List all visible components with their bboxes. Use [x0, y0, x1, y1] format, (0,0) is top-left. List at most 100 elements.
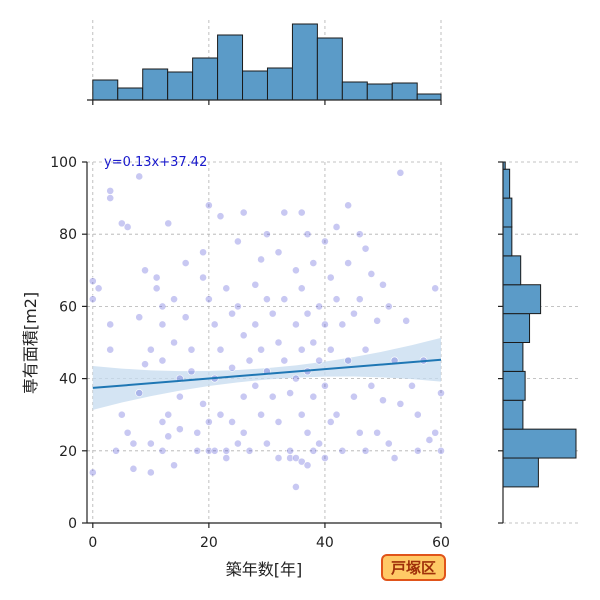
scatter-point: [350, 392, 358, 401]
scatter-point: [204, 418, 213, 426]
scatter-point: [263, 439, 271, 448]
x-hist-bar: [117, 87, 144, 101]
scatter-point: [152, 284, 161, 293]
scatter-point: [303, 230, 312, 239]
scatter-point: [315, 302, 324, 311]
scatter-point: [257, 255, 265, 264]
scatter-point: [332, 223, 341, 231]
scatter-point: [123, 223, 132, 231]
x-hist-bar: [341, 81, 368, 101]
scatter-point: [158, 320, 167, 329]
scatter-point: [367, 381, 376, 390]
scatter-point: [408, 381, 416, 390]
y-tick-label: 60: [59, 299, 77, 315]
scatter-point: [106, 186, 115, 195]
scatter-point: [402, 316, 411, 325]
y-tick-label: 80: [59, 227, 77, 243]
scatter-point: [326, 418, 335, 426]
scatter-point: [361, 244, 370, 253]
x-tick-label: 0: [88, 535, 97, 551]
scatter-point: [309, 392, 318, 401]
scatter-point: [431, 428, 440, 437]
scatter-point: [373, 428, 382, 437]
scatter-point: [326, 345, 335, 354]
scatter-point: [187, 345, 196, 354]
scatter-point: [158, 302, 167, 311]
scatter-point: [152, 273, 161, 282]
scatter-point: [396, 399, 405, 408]
scatter-point: [413, 410, 422, 419]
scatter-point: [158, 418, 167, 426]
scatter-point: [309, 446, 318, 455]
y-tick-label: 40: [59, 372, 77, 388]
x-hist-bar: [416, 93, 442, 101]
scatter-point: [228, 363, 236, 372]
x-tick-label: 20: [200, 535, 218, 551]
y-hist-bar: [502, 313, 531, 343]
scatter-point: [263, 295, 271, 304]
scatter-point: [379, 280, 387, 289]
scatter-point: [303, 428, 312, 437]
y-tick-label: 100: [50, 155, 77, 171]
scatter-point: [204, 295, 213, 304]
scatter-point: [355, 230, 364, 239]
scatter-point: [251, 320, 260, 329]
scatter-point: [106, 320, 115, 329]
scatter-point: [228, 309, 236, 318]
y-axis-label: 専有面積[m2]: [21, 292, 40, 394]
scatter-point: [297, 345, 306, 354]
scatter-point: [193, 428, 202, 437]
y-hist-bar: [502, 168, 511, 199]
scatter-point: [350, 309, 358, 318]
scatter-point: [228, 418, 236, 426]
y-hist-bar: [502, 197, 513, 228]
scatter-point: [338, 446, 347, 455]
scatter-point: [257, 345, 265, 354]
scatter-point: [216, 345, 225, 354]
scatter-point: [361, 446, 370, 455]
scatter-point: [112, 446, 120, 455]
scatter-point: [321, 237, 329, 246]
scatter-point: [245, 356, 254, 365]
scatter-point: [263, 230, 271, 239]
y-hist-bar: [502, 399, 524, 430]
scatter-point: [280, 295, 289, 304]
scatter-point: [338, 320, 347, 329]
scatter-point: [286, 389, 295, 397]
x-hist-bar: [167, 71, 194, 101]
scatter-point: [297, 410, 306, 419]
y-hist-bar: [502, 428, 577, 459]
scatter-point: [292, 266, 300, 275]
y-hist-bar: [502, 457, 539, 488]
x-hist-bar: [92, 79, 119, 101]
scatter-point: [170, 461, 178, 470]
x-tick-label: 40: [316, 535, 334, 551]
regression-line: [92, 358, 442, 389]
scatter-point: [355, 295, 364, 304]
scatter-point: [384, 439, 393, 448]
y-hist-bar: [502, 226, 513, 257]
scatter-point: [239, 428, 248, 437]
y-hist-bar: [502, 255, 522, 286]
scatter-point: [88, 295, 97, 304]
scatter-point: [129, 439, 138, 448]
scatter-point: [361, 345, 370, 354]
scatter-point: [123, 428, 132, 437]
scatter-point: [170, 295, 178, 304]
scatter-point: [204, 201, 213, 210]
scatter-point: [309, 259, 318, 267]
scatter-point: [297, 284, 306, 293]
x-tick-label: 60: [432, 535, 450, 551]
x-hist-bar: [217, 34, 244, 101]
scatter-point: [164, 432, 173, 441]
scatter-point: [315, 439, 324, 448]
x-axis-label: 築年数[年]: [226, 560, 303, 579]
scatter-point: [384, 302, 393, 311]
scatter-point: [292, 374, 300, 383]
scatter-point: [88, 468, 97, 477]
grid-lines: [87, 161, 442, 524]
scatter-point: [425, 436, 434, 444]
scatter-point: [146, 345, 155, 354]
scatter-point: [344, 201, 353, 210]
x-hist-bar: [266, 67, 293, 101]
